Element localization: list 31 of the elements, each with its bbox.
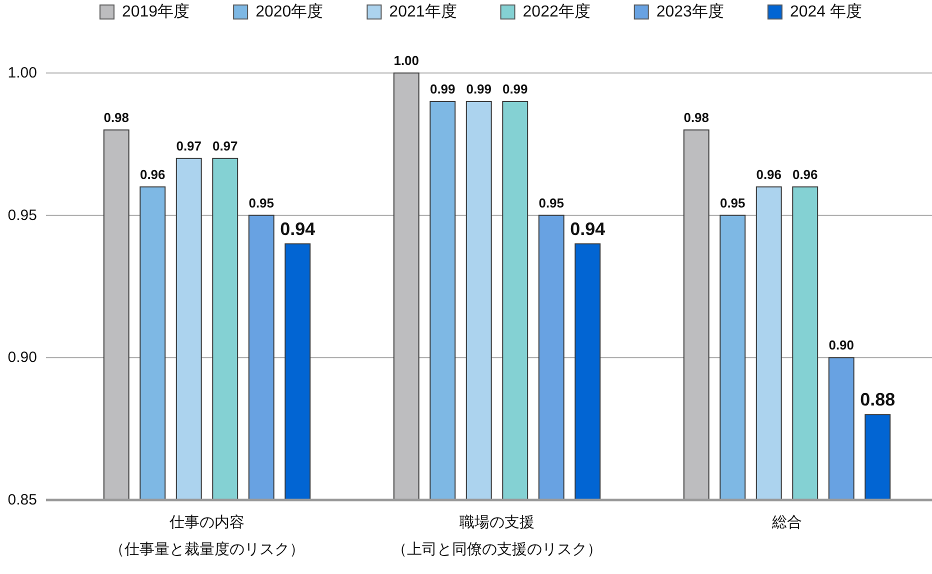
legend-label: 2019年度 [122,2,190,20]
data-label: 0.95 [538,195,564,210]
data-label: 0.99 [502,81,528,96]
legend-label: 2023年度 [656,2,724,20]
x-tick-label: 総合 [771,514,802,531]
x-tick-label: 仕事の内容（仕事量と裁量度のリスク） [110,514,304,558]
legend-label: 2022年度 [522,2,590,20]
data-label: 1.00 [394,53,420,68]
legend-label: 2021年度 [389,2,457,20]
data-label: 0.99 [466,81,492,96]
data-label: 0.95 [720,195,746,210]
data-label: 0.90 [828,338,854,353]
data-label: 0.88 [860,390,896,410]
data-label: 0.95 [248,195,274,210]
y-tick-label: 1.00 [8,64,37,82]
data-label: 0.97 [176,138,202,154]
y-tick-label: 0.95 [8,206,37,224]
data-label: 0.94 [570,218,606,239]
data-label: 0.94 [280,218,316,239]
data-label: 0.97 [212,138,238,154]
data-label: 0.98 [104,110,130,125]
data-label: 0.96 [140,166,166,182]
x-tick-label: 職場の支援（上司と同僚の支援のリスク） [392,514,602,558]
data-label: 0.99 [430,81,456,96]
data-label: 0.96 [792,166,818,182]
y-tick-label: 0.85 [8,492,37,508]
legend-label: 2020年度 [256,2,324,20]
data-label: 0.98 [684,110,710,125]
data-label: 0.96 [756,166,782,182]
legend-label: 2024 年度 [790,2,862,20]
y-tick-label: 0.90 [8,349,37,366]
